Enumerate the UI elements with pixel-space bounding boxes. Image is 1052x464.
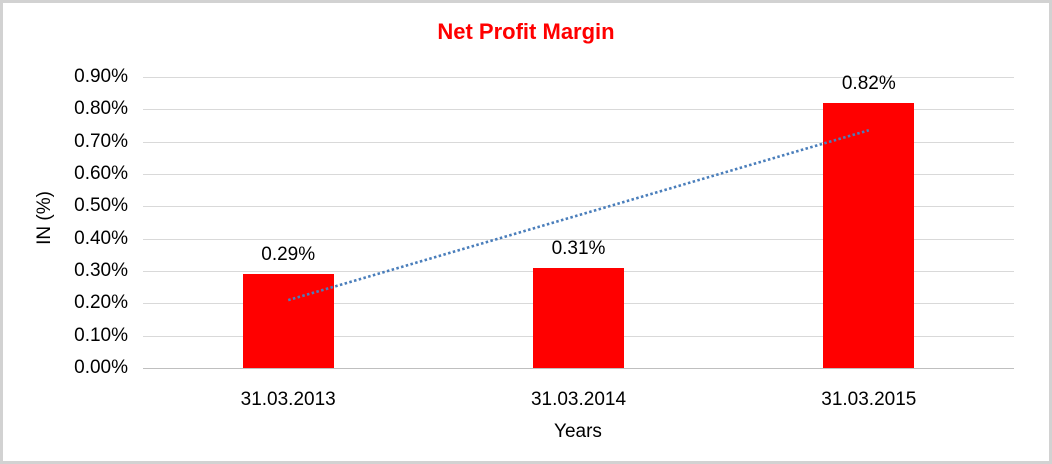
y-tick-label: 0.80% [74, 98, 128, 120]
y-tick-label: 0.50% [74, 195, 128, 217]
bar-value-label: 0.82% [841, 72, 896, 94]
y-tick-label: 0.20% [74, 292, 128, 314]
chart-title: Net Profit Margin [437, 19, 615, 44]
bar [823, 102, 915, 368]
bar [242, 274, 334, 368]
x-tick-label: 31.03.2013 [240, 389, 336, 410]
y-tick-label: 0.30% [74, 260, 128, 281]
x-tick-label: 31.03.2014 [530, 389, 627, 410]
y-tick-label: 0.00% [74, 357, 128, 378]
y-tick-label: 0.40% [74, 227, 128, 249]
y-tick-label: 0.70% [74, 130, 128, 152]
y-tick-label: 0.10% [74, 324, 128, 346]
x-tick-label: 31.03.2015 [821, 389, 917, 410]
plot-area: 0.29% 0.31% 0.82% [143, 73, 1014, 369]
gridline [143, 368, 1014, 369]
bar-value-label: 0.31% [551, 237, 606, 259]
y-tick-label: 0.60% [74, 163, 128, 184]
gridline [143, 77, 1014, 78]
y-tick-label: 0.90% [74, 66, 128, 87]
gridline [143, 109, 1014, 111]
bar-value-label: 0.29% [261, 244, 316, 266]
x-axis-title: Years [554, 421, 602, 442]
bar [533, 267, 624, 368]
